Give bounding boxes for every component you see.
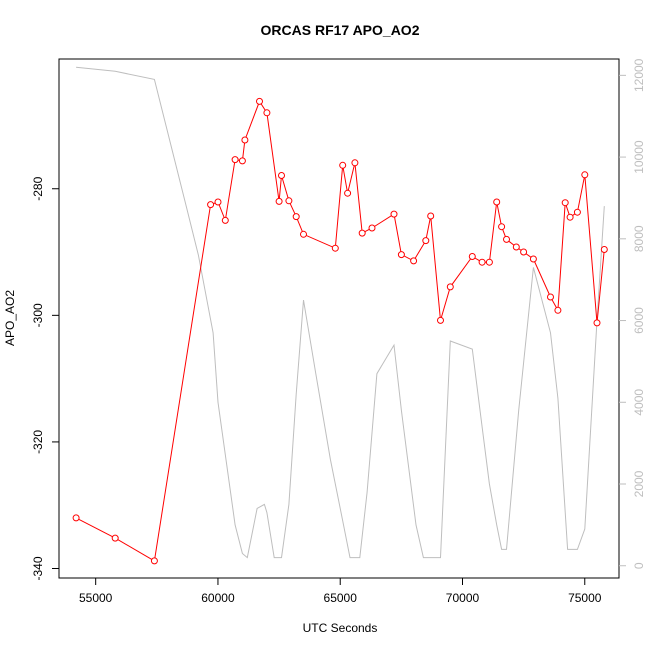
- apo-data-point: [368, 224, 376, 232]
- apo-data-point: [566, 213, 574, 221]
- y2-tick-label: 12000: [632, 58, 646, 92]
- apo-data-point: [390, 210, 398, 218]
- apo-data-point: [278, 172, 285, 179]
- apo-data-point: [275, 197, 283, 205]
- apo-data-point: [72, 514, 80, 522]
- apo-data-point: [344, 189, 352, 197]
- apo-data-point: [397, 251, 405, 259]
- apo-data-point: [437, 316, 444, 324]
- apo-data-point: [300, 230, 307, 238]
- apo-data-point: [150, 557, 158, 565]
- apo-data-point: [493, 198, 501, 206]
- chart-title: ORCAS RF17 APO_AO2: [261, 22, 420, 38]
- apo-data-point: [573, 208, 581, 216]
- x-tick-label: 60000: [201, 591, 235, 605]
- apo-data-point: [503, 235, 510, 243]
- y-tick-label: -300: [31, 303, 45, 327]
- apo-data-point: [554, 306, 562, 314]
- apo-data-point: [561, 199, 569, 207]
- y-tick-label: -320: [31, 430, 45, 454]
- y-axis: -340 -320 -300 -280: [31, 176, 59, 581]
- apo-data-point: [111, 534, 119, 542]
- x-axis-label: UTC Seconds: [303, 621, 378, 635]
- y2-axis-altitude: 0 2000 4000 6000 8000 10000 12000: [619, 58, 646, 569]
- apo-data-point: [593, 319, 601, 327]
- apo-data-point: [410, 257, 418, 265]
- series-layer: [72, 66, 608, 565]
- y2-tick-label: 6000: [632, 307, 646, 334]
- apo-data-point: [446, 283, 454, 291]
- apo-data-point: [231, 156, 239, 164]
- x-axis: 55000 60000 65000 70000 75000: [79, 578, 602, 605]
- apo-data-point: [214, 198, 222, 206]
- apo-data-point: [547, 293, 554, 301]
- apo-data-point: [520, 248, 528, 256]
- apo-data-point: [512, 243, 520, 251]
- apo-data-point: [331, 244, 339, 252]
- y2-tick-label: 4000: [632, 389, 646, 416]
- apo-data-point: [478, 258, 486, 266]
- apo-data-point: [468, 253, 476, 260]
- apo-data-point: [358, 229, 366, 237]
- apo-data-point: [292, 213, 300, 221]
- apo-data-point: [427, 212, 435, 220]
- apo-data-point: [256, 97, 263, 105]
- apo-series-line: [75, 100, 605, 562]
- x-tick-label: 55000: [79, 591, 113, 605]
- apo-data-point: [485, 258, 493, 266]
- apo-data-point: [529, 255, 537, 263]
- apo-data-point: [422, 237, 430, 245]
- y2-tick-label: 0: [632, 562, 646, 569]
- x-tick-label: 65000: [324, 591, 358, 605]
- apo-data-point: [285, 197, 293, 205]
- y-axis-label: APO_AO2: [3, 290, 17, 346]
- y2-tick-label: 8000: [632, 225, 646, 252]
- apo-data-point: [221, 216, 229, 224]
- altitude-series-line: [76, 66, 605, 559]
- y2-tick-label: 10000: [632, 140, 646, 174]
- apo-data-point: [339, 161, 347, 169]
- y-tick-label: -280: [31, 176, 45, 200]
- x-tick-label: 70000: [446, 591, 480, 605]
- apo-data-point: [600, 246, 608, 253]
- apo-data-point: [498, 223, 506, 231]
- apo-data-point: [207, 201, 215, 209]
- apo-data-point: [238, 157, 246, 165]
- apo-data-point: [263, 109, 271, 117]
- x-tick-label: 75000: [568, 591, 602, 605]
- y-tick-label: -340: [31, 556, 45, 580]
- apo-data-point: [351, 159, 359, 167]
- plot-frame: [58, 58, 620, 579]
- apo-data-point: [241, 136, 249, 144]
- apo-data-point: [581, 171, 589, 179]
- y2-tick-label: 2000: [632, 470, 646, 497]
